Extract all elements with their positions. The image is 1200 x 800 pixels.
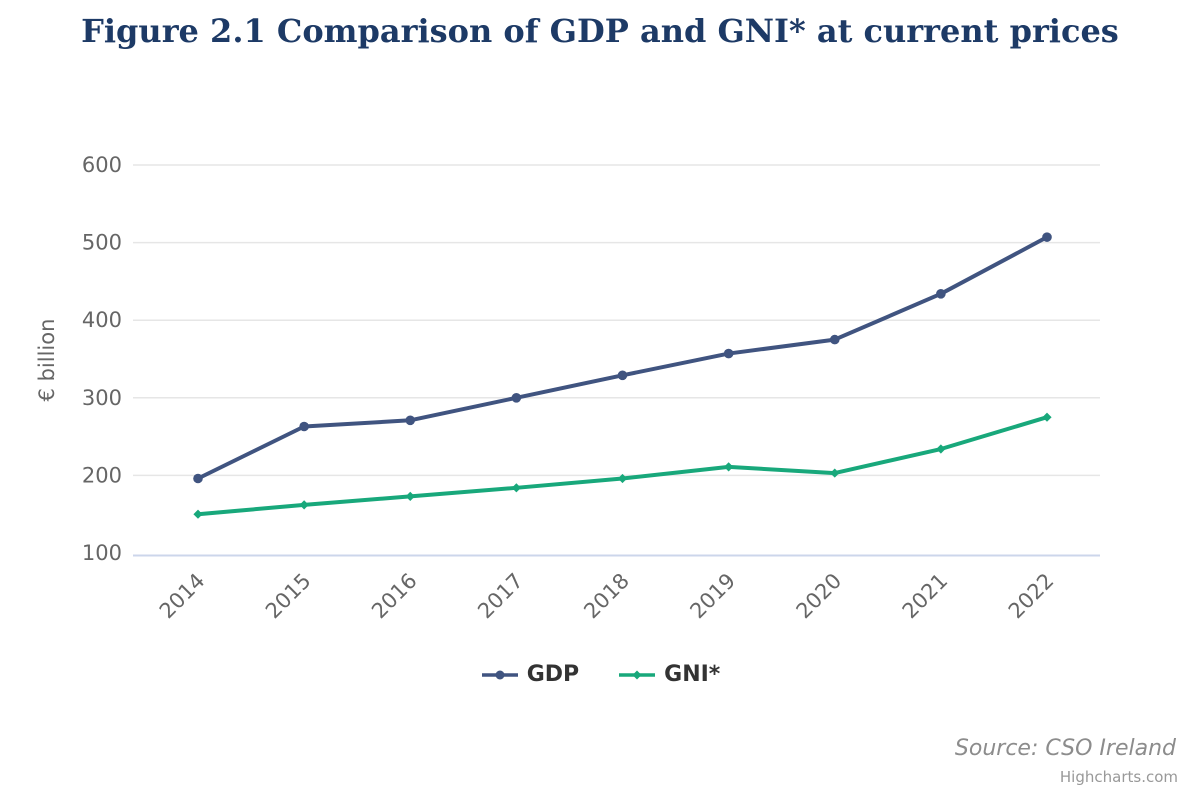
y-axis-label-600: 600: [82, 153, 122, 177]
gni-point-2016[interactable]: [405, 491, 415, 501]
chart-title: Figure 2.1 Comparison of GDP and GNI* at…: [81, 12, 1119, 50]
gni-point-2018[interactable]: [617, 473, 628, 484]
gdp-point-2017[interactable]: [511, 393, 522, 403]
y-axis-label-300: 300: [82, 386, 122, 410]
y-axis-label-500: 500: [82, 231, 122, 255]
legend: GDP GNI*: [0, 662, 1200, 687]
gdp-point-2022[interactable]: [1042, 232, 1052, 242]
source-text: Source: CSO Ireland: [954, 736, 1176, 761]
gdp-point-2015[interactable]: [299, 421, 309, 432]
x-axis-label-2018: 2018: [579, 569, 634, 624]
x-axis-label-2016: 2016: [367, 569, 422, 624]
gni-legend-marker: [619, 670, 656, 679]
y-axis-label-200: 200: [82, 463, 122, 487]
legend-label-gdp: GDP: [526, 662, 580, 687]
x-axis-label-2015: 2015: [261, 569, 316, 624]
gdp-point-2016[interactable]: [405, 415, 416, 426]
gni-line: [196, 415, 1049, 517]
x-axis-label-2017: 2017: [473, 569, 528, 624]
gni-point-2014[interactable]: [193, 509, 203, 519]
legend-item-gdp[interactable]: GDP: [480, 662, 579, 687]
y-axis-label-400: 400: [82, 308, 122, 332]
legend-label-gni: GNI*: [664, 662, 721, 687]
x-axis-label-2021: 2021: [898, 569, 953, 624]
gni-point-2017[interactable]: [511, 483, 521, 493]
x-axis-label-2019: 2019: [685, 569, 740, 624]
gdp-point-2018[interactable]: [617, 370, 628, 381]
y-axis-label-100: 100: [82, 541, 122, 565]
x-axis-label-2014: 2014: [155, 569, 210, 624]
gni-point-2019[interactable]: [724, 462, 734, 472]
legend-item-gni[interactable]: GNI*: [617, 662, 720, 687]
plot-area: 100 200 300 400 500 600 2014 2015 2016 2017 2018 20…: [82, 153, 1100, 624]
gdp-legend-marker: [481, 670, 518, 679]
x-axis-label-2020: 2020: [792, 569, 847, 624]
x-axis-label-2022: 2022: [1004, 569, 1059, 624]
gdp-line: [196, 235, 1049, 481]
gdp-point-2020[interactable]: [829, 334, 840, 345]
gdp-point-2021[interactable]: [936, 289, 946, 299]
gni-point-2020[interactable]: [830, 468, 840, 478]
highcharts-credits[interactable]: Highcharts.com: [1059, 768, 1178, 786]
gdp-point-2014[interactable]: [193, 473, 203, 484]
gni-point-2021[interactable]: [936, 444, 946, 454]
gdp-point-2019[interactable]: [723, 348, 734, 359]
gni-point-2022[interactable]: [1042, 412, 1052, 422]
gni-point-2015[interactable]: [299, 500, 309, 510]
